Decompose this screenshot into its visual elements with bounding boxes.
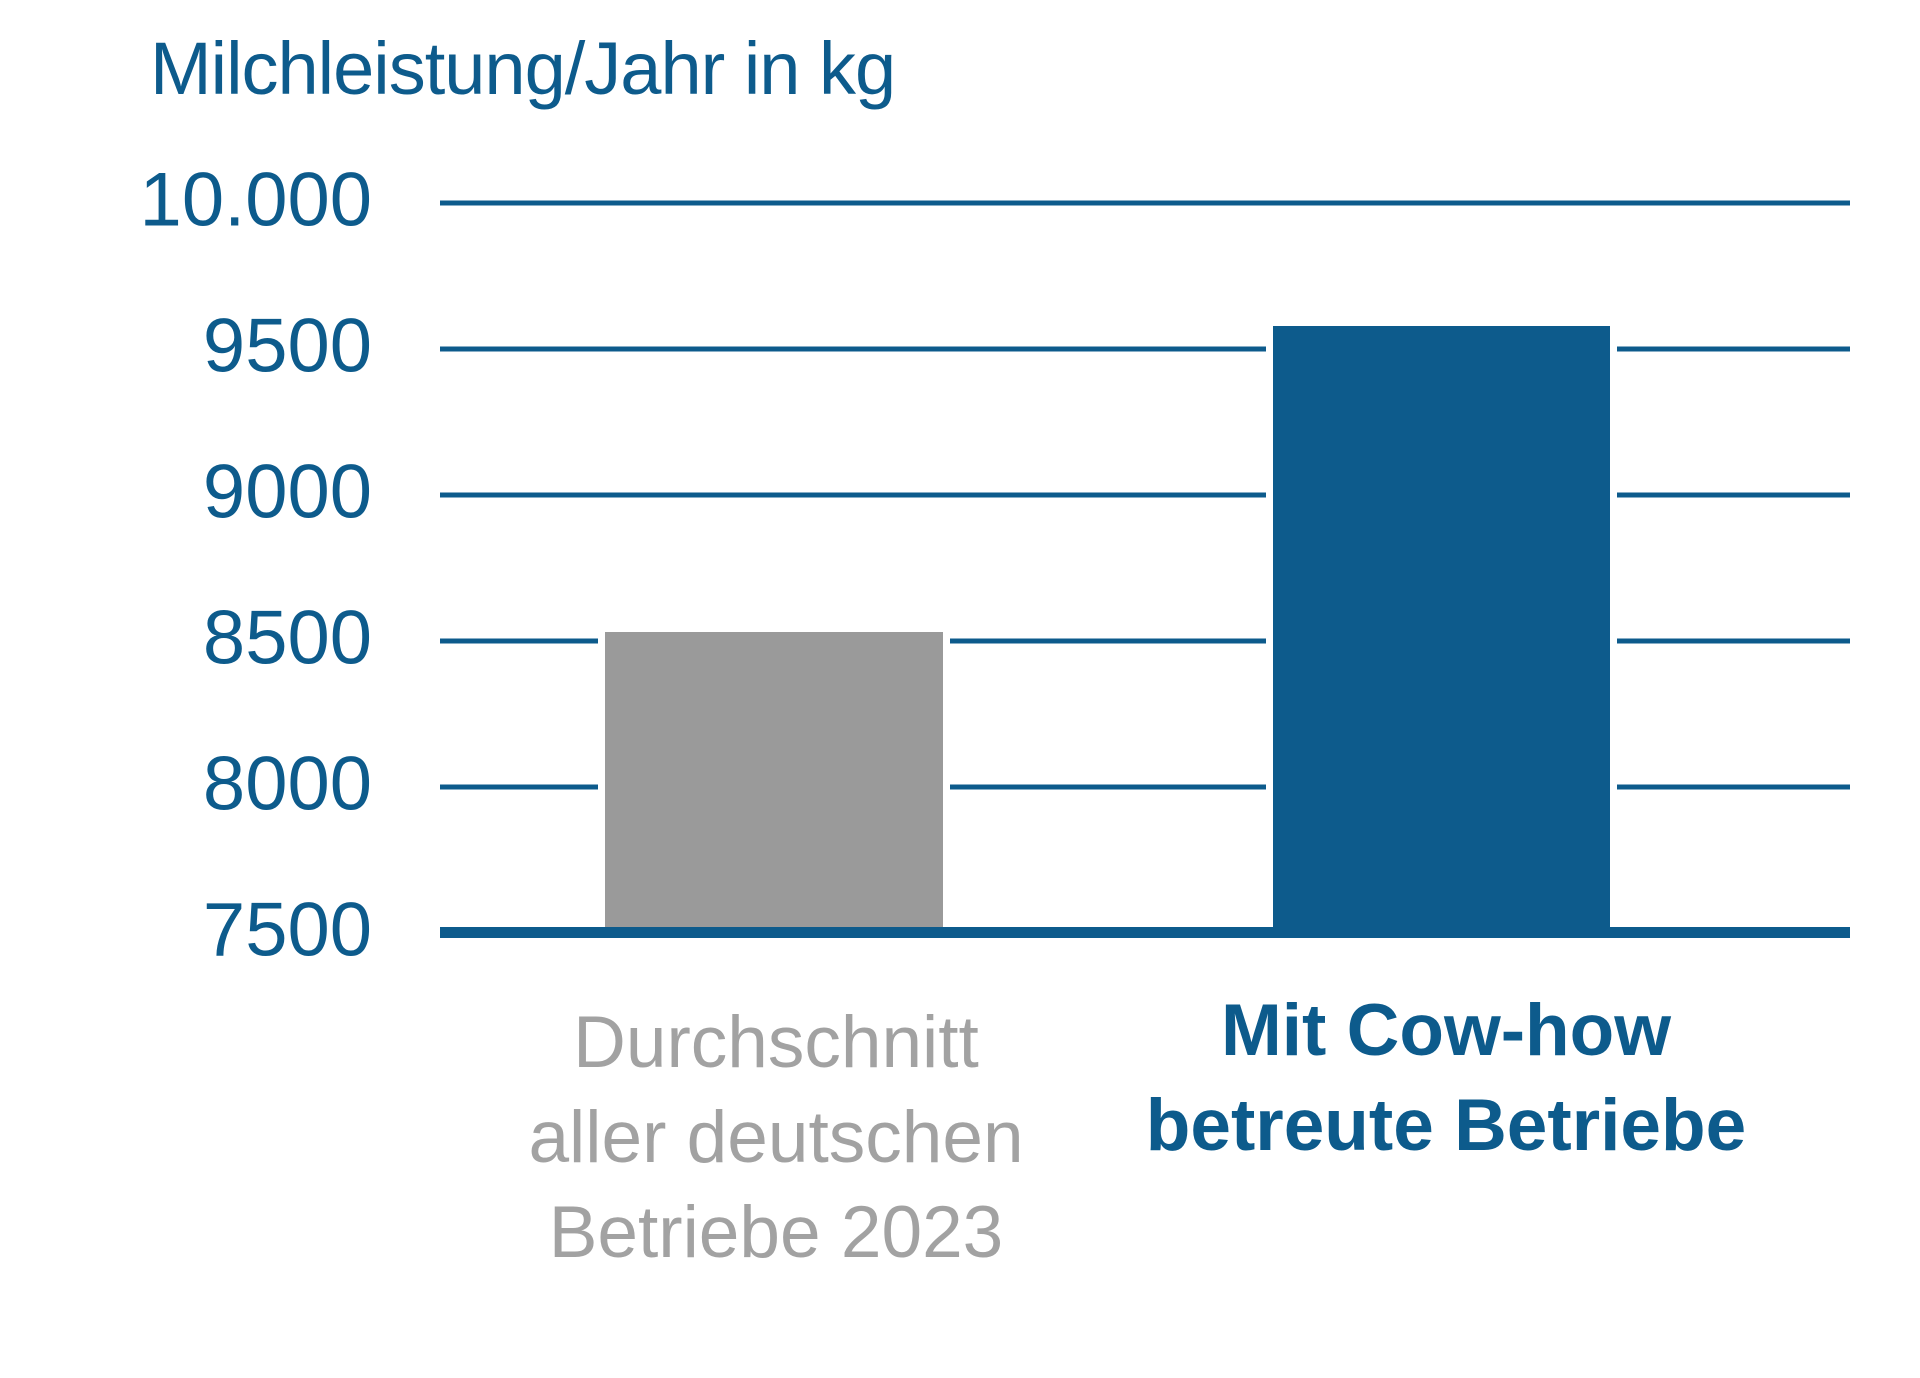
- x-axis-label-line: Betriebe 2023: [548, 1192, 1004, 1273]
- x-axis-label-cowhow-farms: Mit Cow-how betreute Betriebe: [1146, 983, 1746, 1173]
- bar-cowhow-farms: [1266, 318, 1617, 941]
- y-tick-label-8500: 8500: [202, 595, 372, 681]
- y-tick-label-7500: 7500: [202, 887, 372, 973]
- gridline-9000: [440, 492, 1850, 498]
- x-axis-label-average-german-farms: Durchschnitt aller deutschen Betriebe 20…: [528, 995, 1023, 1280]
- gridline-8000: [440, 784, 1850, 790]
- x-axis-baseline-7500: [440, 927, 1850, 938]
- x-axis-label-line: Durchschnitt: [573, 1002, 979, 1083]
- plot-area: [440, 200, 1850, 941]
- y-axis-tick-labels: 10.000 9500 9000 8500 8000 7500: [100, 162, 372, 968]
- gridline-10000: [440, 200, 1850, 206]
- x-axis-label-line: aller deutschen: [528, 1097, 1024, 1178]
- y-tick-label-9000: 9000: [202, 449, 372, 535]
- gridline-8500: [440, 638, 1850, 644]
- x-axis-label-line: Mit Cow-how: [1220, 990, 1672, 1071]
- y-tick-label-10000: 10.000: [139, 157, 372, 243]
- y-tick-label-8000: 8000: [202, 741, 372, 827]
- bar-average-german-farms: [598, 625, 950, 940]
- chart-title: Milchleistung/Jahr in kg: [150, 27, 896, 110]
- y-tick-label-9500: 9500: [202, 303, 372, 389]
- x-axis-label-line: betreute Betriebe: [1145, 1085, 1747, 1166]
- gridline-9500: [440, 346, 1850, 352]
